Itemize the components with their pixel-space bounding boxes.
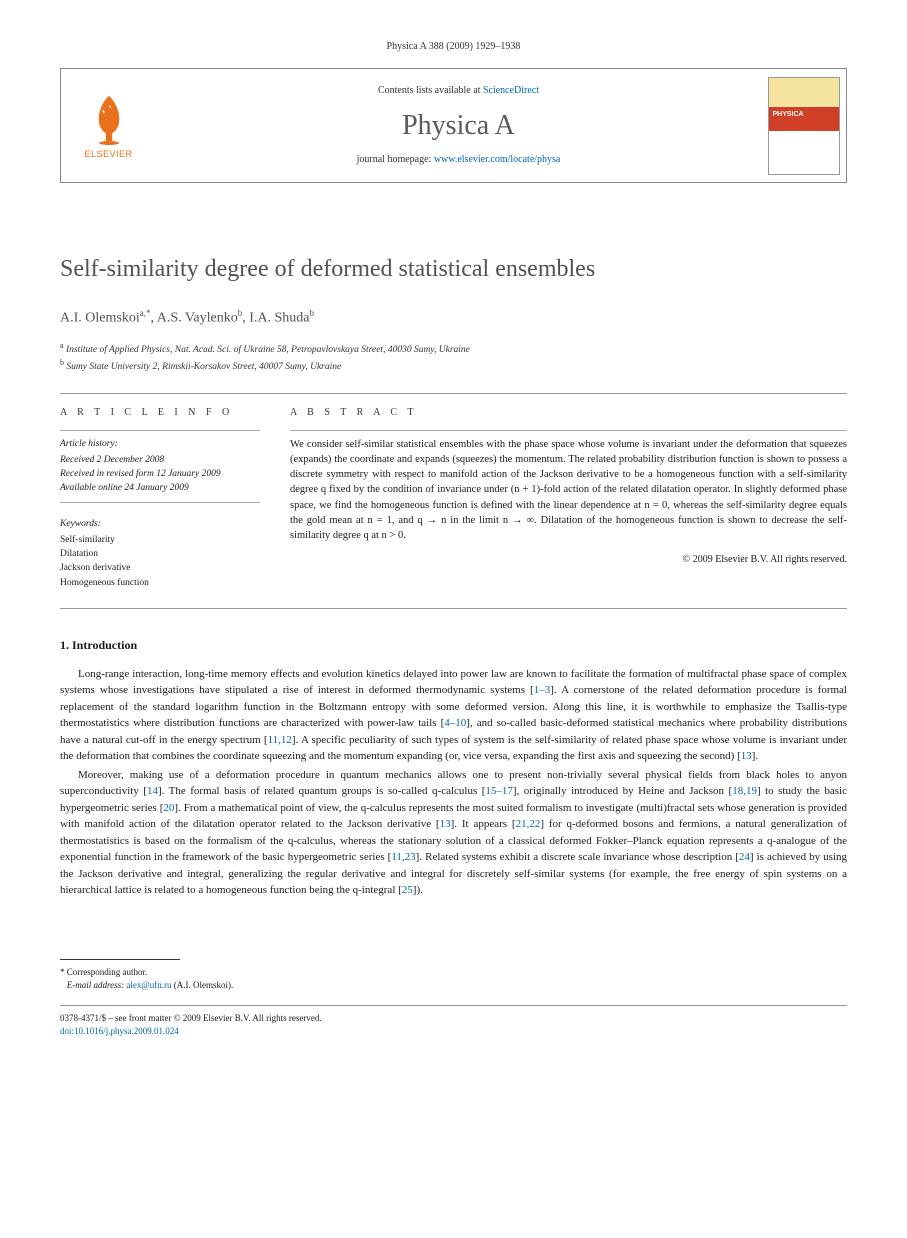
section-1-heading: 1. Introduction	[60, 637, 847, 654]
journal-masthead: ELSEVIER Contents lists available at Sci…	[60, 68, 847, 183]
cite-13[interactable]: 13	[741, 750, 752, 762]
info-divider-top	[60, 430, 260, 431]
affiliation-b: b Sumy State University 2, Rimskii-Korsa…	[60, 357, 847, 374]
intro-para-1: Long-range interaction, long-time memory…	[60, 666, 847, 765]
cover-thumbnail-block	[761, 69, 846, 182]
abstract-text: We consider self-similar statistical ens…	[290, 437, 847, 544]
history-online: Available online 24 January 2009	[60, 481, 260, 495]
publisher-logo-block: ELSEVIER	[61, 69, 156, 182]
author-2-sup: b	[238, 308, 243, 318]
contents-available-line: Contents lists available at ScienceDirec…	[378, 84, 539, 98]
footnote-separator	[60, 959, 180, 960]
info-divider-mid	[60, 502, 260, 503]
doi-value: 10.1016/j.physa.2009.01.024	[74, 1026, 179, 1036]
history-received: Received 2 December 2008	[60, 453, 260, 467]
keyword-4: Homogeneous function	[60, 576, 260, 590]
abstract-copyright: © 2009 Elsevier B.V. All rights reserved…	[290, 553, 847, 567]
cite-1-3[interactable]: 1–3	[534, 684, 551, 696]
intro-para-2: Moreover, making use of a deformation pr…	[60, 767, 847, 899]
contents-prefix: Contents lists available at	[378, 85, 483, 96]
cite-14[interactable]: 14	[147, 785, 158, 797]
homepage-line: journal homepage: www.elsevier.com/locat…	[357, 153, 561, 167]
affiliations: a Institute of Applied Physics, Nat. Aca…	[60, 340, 847, 375]
p2-f: ]. It appears [	[451, 818, 516, 830]
email-attrib: (A.I. Olemskoi).	[174, 980, 234, 990]
article-info-label: A R T I C L E I N F O	[60, 406, 260, 420]
footer-separator	[60, 1005, 847, 1006]
affil-sup-a: a	[60, 341, 64, 350]
keywords-head: Keywords:	[60, 517, 260, 531]
author-3-sup: b	[310, 308, 315, 318]
footer-block: 0378-4371/$ – see front matter © 2009 El…	[60, 1012, 847, 1039]
abstract-divider-top	[290, 430, 847, 431]
corr-text: Corresponding author.	[67, 967, 148, 977]
corresponding-author-footnote: * Corresponding author. E-mail address: …	[60, 966, 847, 993]
keywords-list: Self-similarity Dilatation Jackson deriv…	[60, 533, 260, 590]
affil-text-a: Institute of Applied Physics, Nat. Acad.…	[66, 345, 470, 355]
elsevier-logo: ELSEVIER	[84, 91, 134, 161]
author-2: A.S. Vaylenko	[157, 310, 238, 325]
journal-name: Physica A	[402, 106, 515, 145]
cite-4-10[interactable]: 4–10	[444, 717, 466, 729]
p2-c: ], originally introduced by Heine and Ja…	[513, 785, 732, 797]
cite-18-19[interactable]: 18,19	[732, 785, 757, 797]
sciencedirect-link[interactable]: ScienceDirect	[483, 85, 539, 96]
keyword-3: Jackson derivative	[60, 561, 260, 575]
cite-11-12[interactable]: 11,12	[268, 734, 292, 746]
issn-copyright-line: 0378-4371/$ – see front matter © 2009 El…	[60, 1012, 847, 1026]
cite-15-17[interactable]: 15–17	[485, 785, 513, 797]
authors-line: A.I. Olemskoia,*, A.S. Vaylenkob, I.A. S…	[60, 307, 847, 328]
p2-h: ]. Related systems exhibit a discrete sc…	[416, 851, 739, 863]
article-title: Self-similarity degree of deformed stati…	[60, 253, 847, 287]
publisher-name: ELSEVIER	[84, 148, 132, 161]
email-line: E-mail address: alex@ufn.ru (A.I. Olemsk…	[60, 979, 847, 993]
title-block: Self-similarity degree of deformed stati…	[60, 253, 847, 375]
homepage-prefix: journal homepage:	[357, 154, 434, 165]
cite-25[interactable]: 25	[402, 884, 413, 896]
cite-24[interactable]: 24	[739, 851, 750, 863]
abstract-column: A B S T R A C T We consider self-similar…	[290, 406, 847, 590]
p2-j: ]).	[413, 884, 423, 896]
abstract-label: A B S T R A C T	[290, 406, 847, 420]
info-abstract-row: A R T I C L E I N F O Article history: R…	[60, 406, 847, 590]
cite-20[interactable]: 20	[163, 802, 174, 814]
email-label: E-mail address:	[67, 980, 124, 990]
journal-cover-thumb	[768, 77, 840, 175]
homepage-link[interactable]: www.elsevier.com/locate/physa	[434, 154, 561, 165]
p2-b: ]. The formal basis of related quantum g…	[158, 785, 485, 797]
cite-11-23[interactable]: 11,23	[391, 851, 415, 863]
article-info-column: A R T I C L E I N F O Article history: R…	[60, 406, 260, 590]
p1-e: ].	[752, 750, 758, 762]
affiliation-a: a Institute of Applied Physics, Nat. Aca…	[60, 340, 847, 357]
email-link[interactable]: alex@ufn.ru	[126, 980, 171, 990]
keyword-2: Dilatation	[60, 547, 260, 561]
cite-21-22[interactable]: 21,22	[516, 818, 541, 830]
elsevier-tree-icon	[84, 91, 134, 146]
doi-line: doi:10.1016/j.physa.2009.01.024	[60, 1025, 847, 1039]
affil-sup-b: b	[60, 358, 64, 367]
history-head: Article history:	[60, 437, 260, 451]
title-divider	[60, 393, 847, 394]
doi-label: doi:	[60, 1026, 74, 1036]
corr-author-line: * Corresponding author.	[60, 966, 847, 980]
keyword-1: Self-similarity	[60, 533, 260, 547]
running-header: Physica A 388 (2009) 1929–1938	[60, 40, 847, 54]
history-revised: Received in revised form 12 January 2009	[60, 467, 260, 481]
article-history: Article history: Received 2 December 200…	[60, 437, 260, 590]
author-1: A.I. Olemskoi	[60, 310, 140, 325]
masthead-center: Contents lists available at ScienceDirec…	[156, 69, 761, 182]
abstract-bottom-divider	[60, 608, 847, 609]
cite-13b[interactable]: 13	[440, 818, 451, 830]
author-3: I.A. Shuda	[249, 310, 309, 325]
doi-link[interactable]: doi:10.1016/j.physa.2009.01.024	[60, 1026, 179, 1036]
affil-text-b: Sumy State University 2, Rimskii-Korsako…	[66, 362, 341, 372]
author-1-sup: a,*	[140, 308, 151, 318]
